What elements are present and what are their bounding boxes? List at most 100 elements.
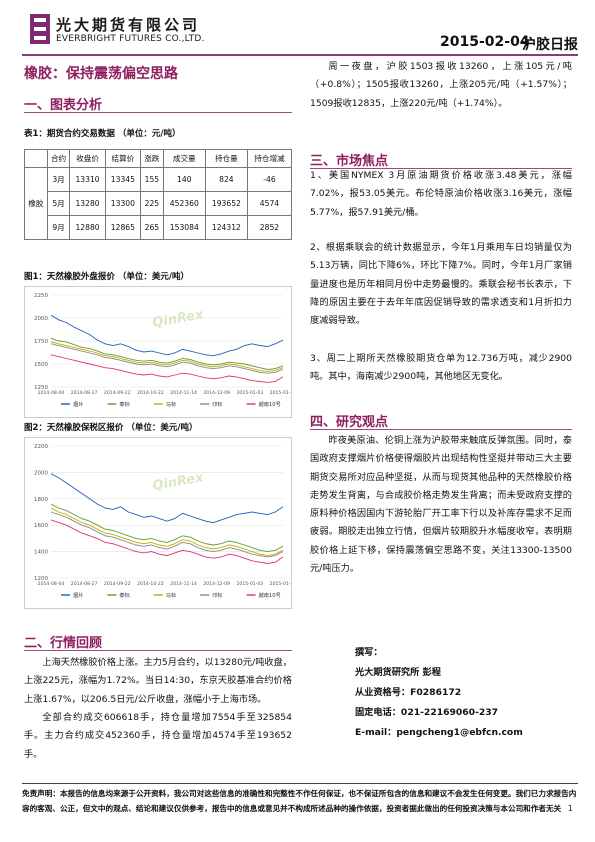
series-line [50, 343, 284, 374]
legend-label: 马标 [166, 591, 176, 599]
focus-paragraph-1: 1、美国NYMEX 3月原油期货价格收涨3.48美元，涨幅7.02%，报53.0… [310, 170, 572, 218]
table-group-label: 橡胶 [24, 167, 48, 240]
section-heading-review: 二、行情回顾 [24, 636, 103, 651]
x-tick-label: 2015-01-03 [237, 390, 264, 396]
table-header-cell: 收盘价 [69, 149, 106, 168]
table-row: 9月 12880 12865 265 153084 124312 2852 [25, 215, 293, 240]
table-cell: 13300 [104, 191, 142, 216]
y-tick-label: 2000 [34, 316, 48, 322]
y-tick-label: 1400 [34, 550, 48, 556]
disclaimer-divider [22, 783, 578, 784]
table-cell: 9月 [46, 215, 71, 240]
table-header-cell: 结算价 [104, 149, 142, 168]
company-name-cn: 光大期货有限公司 [56, 16, 201, 34]
focus-paragraph-2: 2、根据乘联会的统计数据显示，今年1月乘用车日均销量仅为5.13万辆，同比下降6… [310, 242, 572, 327]
table-cell: 13310 [69, 167, 106, 192]
series-line [50, 511, 284, 558]
table-cell: 13280 [69, 191, 106, 216]
x-tick-label: 2015-01-28 [270, 581, 292, 587]
author-label: 撰写： [355, 647, 383, 658]
x-tick-label: 2014-12-09 [203, 581, 230, 587]
table-header-cell: 合约 [46, 149, 71, 168]
chart-intl-rubber-price: 1250 1500 1750 2000 2250 QinRex 2014-08-04 2014… [24, 286, 292, 418]
x-tick-label: 2015-01-28 [270, 390, 292, 396]
series-line [50, 507, 284, 557]
author-block: 撰写： 光大期货研究所 彭程 从业资格号：F0286172 固定电话：021-2… [355, 643, 523, 743]
view-paragraph: 昨夜美原油、伦铜上涨为沪胶带来触底反弹氛围。同时，泰国政府支撑烟片价格使得烟胶片… [310, 435, 572, 575]
table-row: 5月 13280 13300 225 452360 193652 4574 [25, 191, 293, 216]
table-cell: 140 [162, 167, 206, 192]
series-line [50, 519, 284, 564]
legend-label: 印标 [212, 591, 222, 599]
chart1-caption: 图1：天然橡胶外盘报价 （单位：美元/吨） [24, 272, 189, 282]
table-caption: 表1：期货合约交易数据 （单位：元/吨） [24, 129, 181, 139]
x-tick-label: 2014-10-22 [137, 581, 164, 587]
table-cell: 4574 [246, 191, 293, 216]
y-tick-label: 2250 [34, 293, 48, 299]
y-tick-label: 1800 [34, 497, 48, 503]
table-cell: 824 [204, 167, 248, 192]
table-cell: 3月 [46, 167, 71, 192]
series-line [50, 354, 284, 383]
table-cell: 12880 [69, 215, 106, 240]
x-tick-label: 2014-08-04 [38, 390, 65, 396]
table-cell: 13345 [104, 167, 142, 192]
x-tick-label: 2014-09-22 [104, 581, 131, 587]
author-phone: 固定电话：021-22169060-237 [355, 707, 499, 718]
table-cell: 193652 [204, 191, 248, 216]
section-heading-view: 四、研究观点 [310, 415, 389, 430]
header-divider [22, 54, 578, 56]
series-line [50, 341, 284, 372]
series-line [50, 337, 284, 370]
review-paragraph-2: 全部合约成交606618手，持仓量增加7554手至325854手。主力合约成交4… [24, 712, 292, 760]
x-tick-label: 2014-12-09 [203, 390, 230, 396]
report-type: 沪胶日报 [522, 37, 578, 53]
legend-label: 泰标 [119, 591, 129, 599]
table-cell: 153084 [162, 215, 206, 240]
y-tick-label: 1750 [34, 339, 48, 345]
chart-bonded-rubber-price: 1200 1400 1600 1800 2000 2200 QinRex 2014-08-04… [24, 437, 292, 609]
legend-label: 烟片 [73, 591, 83, 599]
x-tick-label: 2014-10-22 [137, 390, 164, 396]
author-name: 光大期货研究所 彭程 [355, 667, 441, 678]
night-session-paragraph: 周一夜盘，沪胶1503报收13260，上涨105元/吨（+0.8%）；1505报… [310, 61, 572, 109]
y-tick-label: 1250 [34, 385, 48, 391]
futures-table: 合约 收盘价 结算价 涨跌 成交量 持仓量 持仓增减 橡胶 3月 13310 1… [24, 149, 293, 240]
page-title: 橡胶：保持震荡偏空思路 [24, 66, 178, 82]
x-tick-label: 2014-08-27 [71, 581, 98, 587]
section-divider [310, 168, 572, 169]
table-header-cell: 持仓量 [204, 149, 248, 168]
table-header-cell: 成交量 [162, 149, 206, 168]
y-tick-label: 1600 [34, 523, 48, 529]
chart-watermark: QinRex [151, 470, 205, 494]
page-number: 1 [567, 804, 573, 813]
section-heading-charts: 一、图表分析 [24, 98, 103, 113]
table-header-cell [24, 149, 48, 168]
y-tick-label: 2200 [34, 444, 48, 450]
table-cell: -46 [246, 167, 293, 192]
focus-paragraph-3: 3、周二上期所天然橡胶期货仓单为12.736万吨，减少2900吨。其中，海南减少… [310, 353, 572, 383]
table-header-cell: 持仓增减 [246, 149, 293, 168]
report-date: 2015-02-04 [440, 34, 530, 50]
table-cell: 225 [140, 191, 164, 216]
table-cell: 5月 [46, 191, 71, 216]
y-tick-label: 2000 [34, 470, 48, 476]
legend-label: 烟片 [73, 400, 83, 408]
table-cell: 265 [140, 215, 164, 240]
legend-label: 马标 [166, 400, 176, 408]
chart2-caption: 图2：天然橡胶保税区报价 （单位：美元/吨） [24, 423, 198, 433]
table-cell: 452360 [162, 191, 206, 216]
x-tick-label: 2014-09-22 [104, 390, 131, 396]
section-divider [24, 650, 292, 651]
x-tick-label: 2015-01-03 [237, 581, 264, 587]
y-tick-label: 1500 [34, 362, 48, 368]
author-cert: 从业资格号：F0286172 [355, 687, 462, 698]
y-tick-label: 1200 [34, 576, 48, 582]
x-tick-label: 2014-11-14 [170, 581, 197, 587]
disclaimer: 免责声明：本报告的信息均来源于公开资料，我公司对这些信息的准确性和完整性不作任何… [22, 786, 580, 816]
section-heading-focus: 三、市场焦点 [310, 154, 389, 169]
table-header-row: 合约 收盘价 结算价 涨跌 成交量 持仓量 持仓增减 [24, 149, 293, 168]
series-line [50, 503, 284, 553]
table-header-cell: 涨跌 [140, 149, 164, 168]
legend-label: 泰标 [119, 400, 129, 408]
